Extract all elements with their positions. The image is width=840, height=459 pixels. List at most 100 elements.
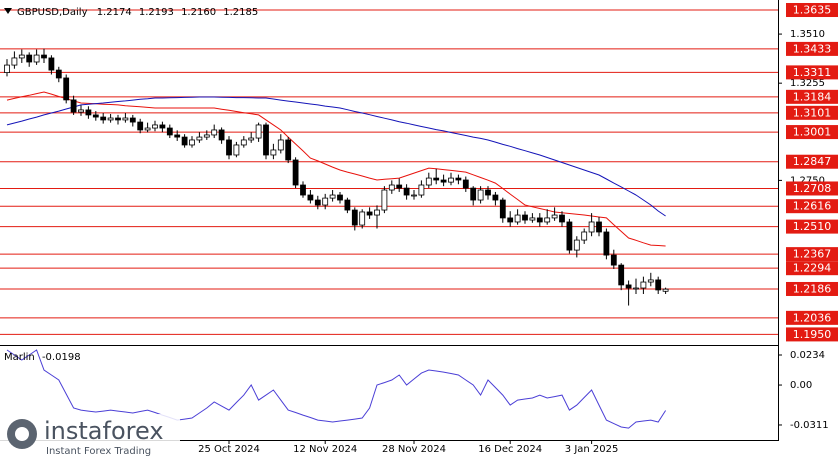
indicator-header: Marlin -0.0198 xyxy=(4,352,81,363)
level-label: 1.2036 xyxy=(793,311,832,324)
candle-body xyxy=(307,194,314,201)
level-label-bg xyxy=(786,65,838,80)
candle-body xyxy=(277,139,284,151)
x-tick-label: 25 Oct 2024 xyxy=(198,444,260,455)
quote-high: 1.2193 xyxy=(139,7,174,18)
candle-body xyxy=(603,231,610,256)
candle-body xyxy=(462,179,469,189)
level-label-bg xyxy=(786,281,838,296)
candle-body xyxy=(448,177,454,183)
candle-body xyxy=(122,117,129,121)
candle-body xyxy=(263,124,269,156)
y-tick-label: -0.0311 xyxy=(790,420,829,431)
candle-body xyxy=(41,54,47,59)
candle-body xyxy=(226,139,232,156)
level-label: 1.2616 xyxy=(793,200,832,213)
candle-body xyxy=(129,117,136,123)
candle-body xyxy=(403,187,410,196)
candle-body xyxy=(100,116,107,121)
candle-body xyxy=(300,184,306,196)
moving-average xyxy=(6,96,666,217)
candle-body xyxy=(144,127,151,131)
indicator-name: Marlin xyxy=(4,352,35,363)
candle-body xyxy=(18,54,25,59)
candle-body xyxy=(137,121,144,131)
moving-average xyxy=(6,91,666,247)
level-label: 1.3184 xyxy=(793,90,832,103)
quote-low: 1.2160 xyxy=(181,7,216,18)
candle-body xyxy=(314,199,321,206)
candle-body xyxy=(92,114,99,118)
candle-body xyxy=(55,69,62,79)
chart-header: GBPUSD,Daily 1.2174 1.2193 1.2160 1.2185 xyxy=(17,7,258,18)
candle-body xyxy=(211,129,218,136)
candle-body xyxy=(566,221,573,251)
candle-body xyxy=(351,209,358,226)
y-tick-label: 1.3510 xyxy=(790,29,825,40)
level-label-bg xyxy=(786,310,838,325)
candle-body xyxy=(203,134,210,138)
candle-body xyxy=(63,77,70,101)
x-tick-label: 12 Nov 2024 xyxy=(293,444,357,455)
watermark-logo-inner xyxy=(15,427,29,441)
candle-body xyxy=(662,288,669,292)
candle-body xyxy=(218,129,225,141)
candle-body xyxy=(581,231,588,241)
candle-body xyxy=(174,134,181,138)
candle-body xyxy=(240,139,247,146)
candle-body xyxy=(596,221,602,233)
y-tick-label: 0.00 xyxy=(790,380,812,391)
candle-body xyxy=(292,159,299,186)
x-tick-label: 3 Jan 2025 xyxy=(565,444,619,455)
watermark: instaforex Instant Forex Trading xyxy=(0,414,180,459)
level-label: 1.3101 xyxy=(793,106,832,119)
candle-body xyxy=(359,211,366,226)
candle-body xyxy=(344,199,351,211)
candle-body xyxy=(544,217,551,223)
candle-body xyxy=(425,177,432,186)
level-label: 1.2294 xyxy=(793,262,832,275)
candle-body xyxy=(470,187,477,201)
level-label: 1.2847 xyxy=(793,155,832,168)
y-tick-label: 1.3255 xyxy=(790,78,825,89)
level-label: 1.2708 xyxy=(793,182,832,195)
y-tick-label: 0.0234 xyxy=(790,350,825,361)
level-label-bg xyxy=(786,181,838,196)
level-label: 1.3635 xyxy=(793,4,832,17)
candle-body xyxy=(248,137,255,141)
menu-triangle[interactable] xyxy=(4,8,12,14)
candle-body xyxy=(366,211,373,216)
level-label-bg xyxy=(786,3,838,18)
candle-body xyxy=(655,279,662,291)
x-tick-label: 28 Nov 2024 xyxy=(382,444,446,455)
y-tick-label: 1.2750 xyxy=(790,175,825,186)
candle-body xyxy=(78,109,84,113)
candle-body xyxy=(181,136,188,146)
level-label-bg xyxy=(786,125,838,140)
candle-body xyxy=(588,221,595,233)
candle-body xyxy=(322,197,329,206)
candle-body xyxy=(255,124,262,139)
candle-body xyxy=(640,281,647,289)
level-label: 1.2186 xyxy=(793,282,832,295)
quote-open: 1.2174 xyxy=(97,7,132,18)
candle-body xyxy=(329,194,336,199)
candle-body xyxy=(374,209,380,216)
candle-body xyxy=(152,124,158,129)
candle-body xyxy=(625,284,632,289)
level-label: 1.1950 xyxy=(793,328,832,341)
candle-body xyxy=(159,124,166,129)
candle-body xyxy=(381,189,388,211)
candle-body xyxy=(396,184,403,189)
candle-body xyxy=(418,184,425,196)
candle-body xyxy=(610,254,617,266)
level-label-bg xyxy=(786,154,838,169)
candle-body xyxy=(411,194,417,197)
candle-body xyxy=(233,144,240,156)
candle-body xyxy=(388,184,395,191)
level-label-bg xyxy=(786,247,838,262)
candle-body xyxy=(507,217,514,223)
candle-body xyxy=(115,117,121,121)
candle-body xyxy=(529,217,536,221)
candle-body xyxy=(189,139,195,146)
